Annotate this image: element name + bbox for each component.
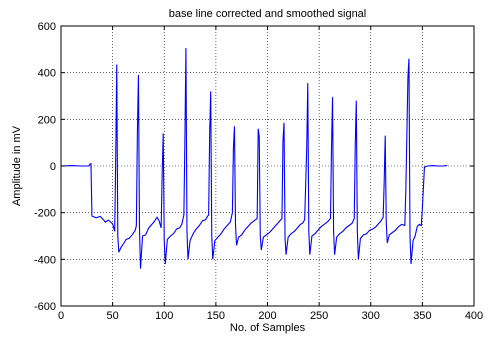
x-tick-label: 100 xyxy=(155,310,173,322)
x-tick-label: 50 xyxy=(107,310,119,322)
x-tick-label: 250 xyxy=(310,310,328,322)
x-tick-label: 150 xyxy=(207,310,225,322)
x-axis-title: No. of Samples xyxy=(230,322,306,334)
x-tick-label: 300 xyxy=(362,310,380,322)
x-tick-label: 350 xyxy=(413,310,431,322)
y-tick-label: 0 xyxy=(50,161,56,173)
y-tick-label: 200 xyxy=(38,114,56,126)
y-tick-label: -400 xyxy=(34,254,56,266)
axis-ticks xyxy=(60,25,475,307)
y-tick-labels: -600 -400 -200 0 200 400 600 xyxy=(34,21,56,313)
chart-title: base line corrected and smoothed signal xyxy=(169,8,367,20)
x-tick-labels: 0 50 100 150 200 250 300 350 400 xyxy=(58,310,483,322)
x-tick-label: 400 xyxy=(465,310,483,322)
x-tick-label: 0 xyxy=(58,310,64,322)
y-tick-label: -200 xyxy=(34,208,56,220)
x-tick-label: 200 xyxy=(258,310,276,322)
y-tick-label: -600 xyxy=(34,301,56,313)
y-tick-label: 600 xyxy=(38,21,56,33)
y-axis-title: Amplitude in mV xyxy=(11,125,23,206)
y-tick-label: 400 xyxy=(38,68,56,80)
signal-line xyxy=(60,48,448,269)
